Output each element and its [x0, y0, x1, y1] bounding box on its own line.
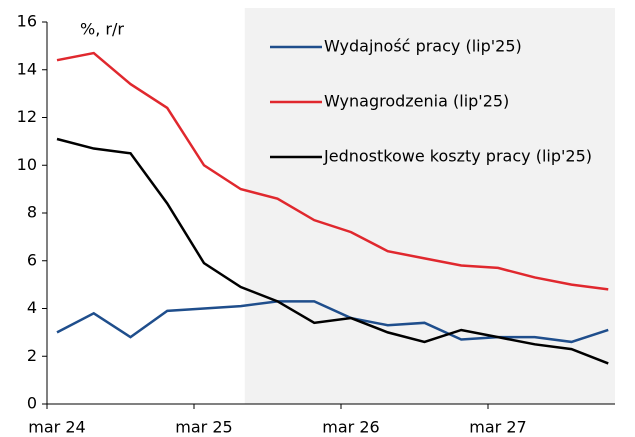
- series-line: [56, 51, 609, 291]
- x-tick-label: mar 25: [175, 418, 232, 437]
- y-tick-label: 8: [27, 203, 37, 222]
- y-tick-label: 2: [27, 346, 37, 365]
- legend-label: Wydajność pracy (lip'25): [324, 37, 522, 56]
- forecast-shading: [244, 8, 615, 404]
- y-tick-label: 12: [17, 107, 37, 126]
- x-tick-label: mar 26: [322, 418, 379, 437]
- x-tick-label: mar 24: [28, 418, 85, 437]
- y-tick-label: 0: [27, 394, 37, 413]
- x-tick-label: mar 27: [469, 418, 526, 437]
- series-line: [56, 137, 609, 365]
- series-line: [56, 300, 609, 344]
- y-tick-label: 14: [17, 59, 37, 78]
- y-unit-label: %, r/r: [80, 20, 124, 39]
- legend-label: Wynagrodzenia (lip'25): [324, 92, 509, 111]
- legend-label: Jednostkowe koszty pracy (lip'25): [323, 147, 592, 166]
- y-tick-label: 16: [17, 12, 37, 31]
- y-tick-label: 4: [27, 298, 37, 317]
- y-tick-label: 6: [27, 250, 37, 269]
- y-tick-label: 10: [17, 155, 37, 174]
